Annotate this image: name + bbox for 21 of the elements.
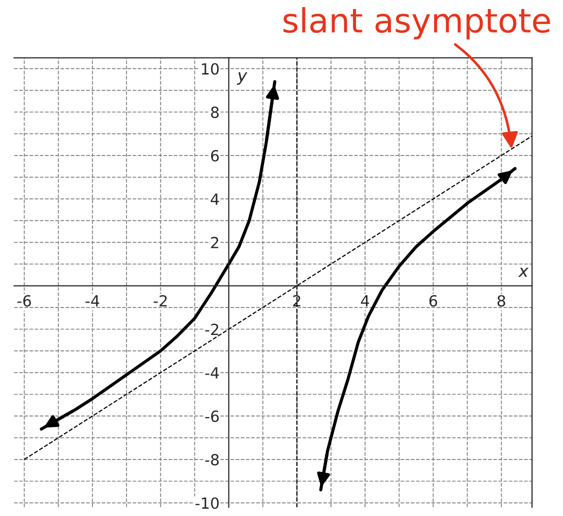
y-tick-label: -8 — [205, 454, 219, 466]
x-tick-label: -2 — [154, 295, 167, 306]
y-tick-label: -2 — [205, 324, 218, 335]
x-axis-title: x — [518, 268, 529, 277]
x-tick-label: 4 — [360, 295, 370, 306]
y-tick-label: 10 — [202, 63, 219, 75]
x-tick-label: 2 — [293, 295, 300, 306]
y-tick-label: 2 — [211, 236, 218, 248]
x-tick-label: -4 — [86, 295, 100, 306]
y-tick-label: -6 — [205, 410, 219, 422]
y-tick-label: -4 — [205, 367, 219, 378]
x-tick-label: -6 — [17, 295, 31, 307]
annotation: slant asymptote — [284, 7, 550, 40]
y-tick-label: 8 — [211, 106, 219, 118]
x-tick-label: 6 — [429, 295, 438, 307]
line-series — [319, 166, 517, 492]
y-tick-label: 4 — [210, 194, 219, 205]
y-tick-label: 6 — [211, 150, 219, 162]
y-axis-title: y — [236, 72, 248, 85]
x-tick-label: 8 — [498, 295, 506, 307]
y-tick-label: -10 — [196, 497, 219, 509]
